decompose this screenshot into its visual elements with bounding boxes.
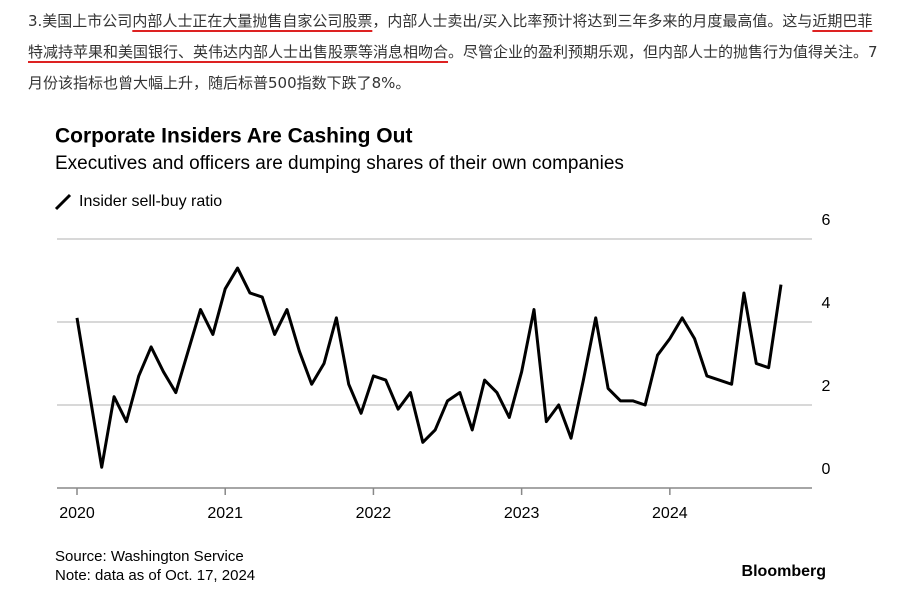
text: ，内部人士卖出/买入比率预计将达到三年多来的月度最高值。这与 — [372, 12, 813, 30]
text: 内部人士正在大量抛售自家公司股票 — [132, 12, 373, 30]
y-tick-label: 4 — [822, 295, 831, 312]
text: 。尽管企业的盈利预期乐观，但内部人士的抛售行为值得关注。7月份该指标也曾大幅上升… — [28, 43, 878, 92]
legend-label: Insider sell-buy ratio — [79, 193, 222, 210]
x-tick-label: 2022 — [356, 505, 392, 522]
paragraph: 3.美国上市公司内部人士正在大量抛售自家公司股票，内部人士卖出/买入比率预计将达… — [28, 6, 878, 99]
note: Note: data as of Oct. 17, 2024 — [55, 567, 255, 584]
chart-title: Corporate Insiders Are Cashing Out — [55, 125, 412, 148]
y-tick-label: 2 — [822, 378, 831, 395]
y-tick-label: 6 — [822, 212, 831, 229]
source: Source: Washington Service — [55, 548, 244, 565]
brand: Bloomberg — [742, 563, 826, 580]
x-tick-label: 2024 — [652, 505, 688, 522]
legend-icon — [54, 193, 72, 211]
chart-subtitle: Executives and officers are dumping shar… — [55, 153, 624, 174]
y-tick-label: 0 — [822, 461, 831, 478]
text: 近期巴菲特减持苹果和美国银行、英伟达内部人士出售股票等消息相吻合 — [28, 12, 873, 61]
x-tick-label: 2020 — [59, 505, 95, 522]
line — [75, 266, 783, 469]
text: 3.美国上市公司 — [28, 12, 133, 30]
x-tick-label: 2023 — [504, 505, 540, 522]
x-tick-label: 2021 — [207, 505, 243, 522]
